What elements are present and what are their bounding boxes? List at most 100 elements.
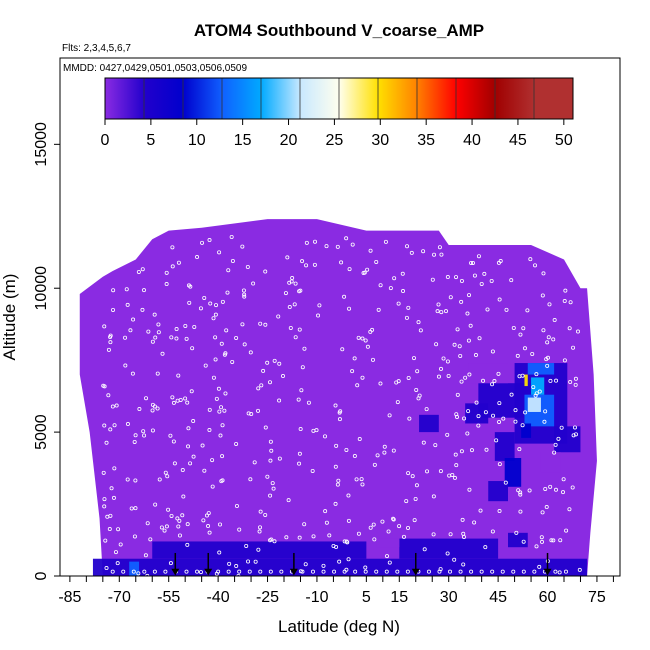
sample-point [571,433,576,438]
sample-point [481,378,486,383]
sample-point [246,411,251,416]
sample-point [110,404,115,409]
sample-point [140,307,145,312]
sample-point [396,301,401,306]
sample-point [518,490,523,495]
sample-point [407,416,412,421]
sample-point [467,372,472,377]
sample-point [460,517,465,522]
sample-point [230,258,235,263]
sample-point [339,260,344,265]
sample-point [454,412,459,417]
sample-point [452,475,457,480]
sample-point [436,302,441,307]
sample-point [256,408,261,413]
sample-point [300,569,305,574]
sample-point [155,371,160,376]
colorbar-tick-label: 25 [326,132,344,149]
sample-point [406,471,411,476]
sample-point [258,509,263,514]
sample-point [108,340,113,345]
sample-point [445,432,450,437]
sample-point [176,373,181,378]
sample-point [171,400,176,405]
sample-point [346,493,351,498]
sample-point [177,518,182,523]
sample-point [263,425,268,430]
arrow-head [289,568,298,576]
sample-point [272,539,277,544]
sample-point [337,559,342,564]
sample-point [352,356,357,361]
sample-point [447,473,452,478]
sample-point [186,444,191,449]
sample-point [277,398,282,403]
sample-point [107,527,112,532]
sample-point [202,468,207,473]
sample-point [553,442,558,447]
sample-point [220,299,225,304]
sample-point [534,544,539,549]
sample-point [259,383,264,388]
sample-point [164,524,169,529]
sample-point [562,299,567,304]
sample-point [248,477,253,482]
sample-point [567,326,572,331]
sample-point [363,569,368,574]
sample-point [169,513,174,518]
heatmap-cell [554,426,581,453]
sample-point [421,440,426,445]
sample-point [445,551,450,556]
sample-point [268,493,273,498]
sample-point [425,469,430,474]
sample-point [261,368,266,373]
sample-point [109,486,114,491]
sample-point [191,454,196,459]
sample-point [248,350,253,355]
sample-point [277,456,282,461]
sample-point [476,414,481,419]
sample-point [490,349,495,354]
sample-point [558,538,563,543]
sample-point [335,244,340,249]
sample-point [130,371,135,376]
sample-point [545,340,550,345]
sample-point [195,255,200,260]
sample-point [406,525,411,530]
sample-point [517,447,522,452]
sample-point [136,269,141,274]
sample-point [466,409,471,414]
sample-point [553,487,558,492]
sample-point [473,353,478,358]
sample-point [544,505,549,510]
sample-point [106,393,111,398]
sample-point [208,301,213,306]
sample-point [297,535,302,540]
coverage-field [79,219,597,576]
sample-point [112,466,117,471]
sample-point [521,326,526,331]
x-axis: -85 -70 -55 -40 -25 -10 5 15 30 45 60 75 [58,576,614,606]
sample-point [438,469,443,474]
sample-point [395,569,400,574]
sample-point [162,528,167,533]
sample-point [497,419,502,424]
sample-point [353,569,358,574]
sample-point [509,392,514,397]
sample-point [108,333,113,338]
sample-point [521,569,526,574]
sample-point [240,244,245,249]
sample-point [311,534,316,539]
sample-point [422,547,427,552]
sample-point [551,538,556,543]
sample-point [104,566,109,571]
sample-point [346,557,351,562]
sample-point [164,270,169,275]
sample-point [477,336,482,341]
sample-point [190,346,195,351]
sample-point [226,268,231,273]
sample-point [368,248,373,253]
sample-point [470,260,475,265]
sample-point [310,468,315,473]
sample-point [509,278,514,283]
